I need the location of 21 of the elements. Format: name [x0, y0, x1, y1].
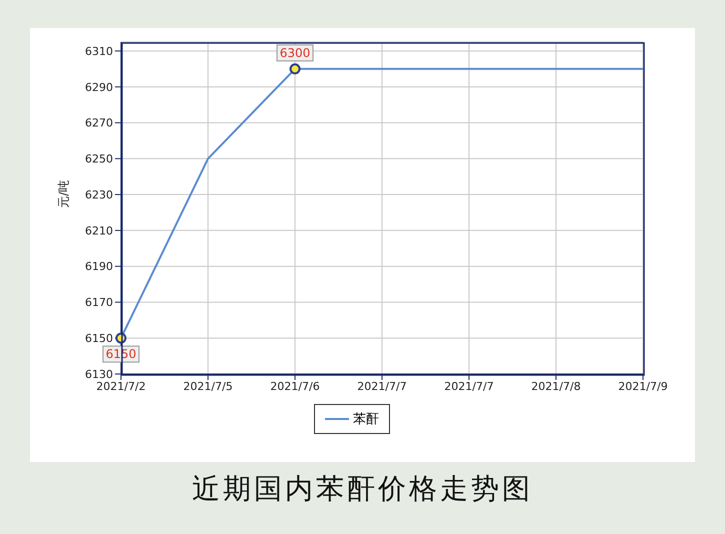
text: 近期国内苯酐价格走势图: [191, 471, 534, 507]
x-tick-label: 2021/7/9: [618, 380, 668, 393]
y-tick-label: 6250: [85, 152, 113, 166]
x-tick-label: 2021/7/8: [531, 380, 581, 393]
y-axis-title: 元/吨: [56, 180, 70, 208]
y-tick-label: 6270: [85, 116, 113, 130]
x-tick-label: 2021/7/5: [183, 380, 233, 393]
x-tick-label: 2021/7/7: [444, 380, 494, 393]
y-tick-label: 6310: [85, 44, 113, 58]
y-tick-label: 6170: [85, 296, 113, 310]
y-tick-label: 6190: [85, 260, 113, 274]
y-tick-label: 6150: [85, 332, 113, 346]
y-tick-label: 6230: [85, 188, 113, 202]
y-tick-label: 6290: [85, 80, 113, 94]
y-tick-label: 6130: [85, 368, 113, 381]
legend-label: 苯酐: [353, 411, 379, 428]
y-tick-label: 6210: [85, 224, 113, 238]
x-tick-label: 2021/7/6: [270, 380, 320, 393]
data-label: 6300: [280, 46, 310, 60]
x-tick-label: 2021/7/7: [357, 380, 407, 393]
x-tick-label: 2021/7/2: [96, 380, 146, 393]
